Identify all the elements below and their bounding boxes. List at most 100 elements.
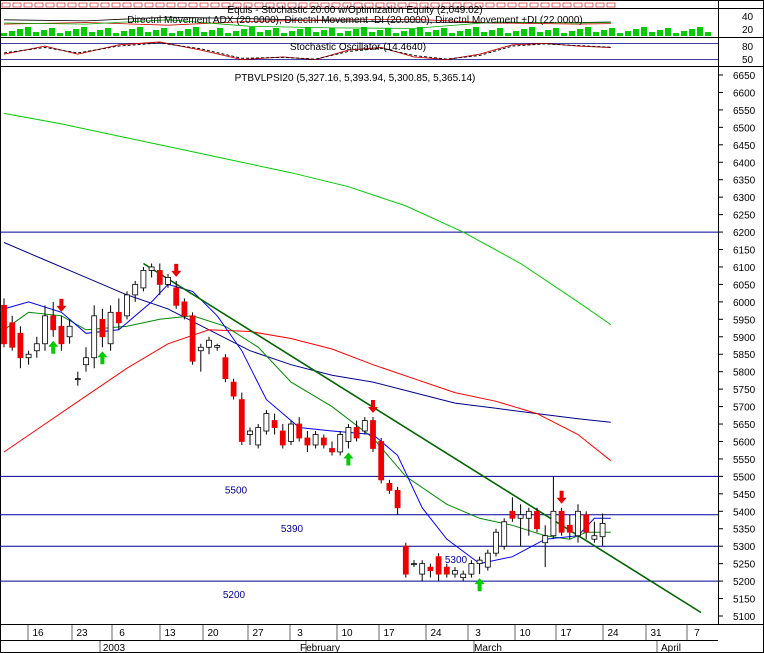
candle-body[interactable] [468,563,475,575]
candle-body[interactable] [1,304,7,345]
equity-bar [122,2,132,8]
candle-body[interactable] [230,381,237,397]
candle-body[interactable] [575,510,581,537]
candle-body[interactable] [312,434,319,446]
candle-body[interactable] [189,315,196,362]
candle-body[interactable] [99,318,106,338]
equity-bar [254,2,264,8]
candle-body[interactable] [25,353,32,359]
candle-body[interactable] [50,315,57,331]
candle-body[interactable] [370,420,376,449]
adx-histogram-bar [569,31,575,36]
adx-histogram-bar [393,33,399,36]
candle-body[interactable] [591,535,598,540]
candle-body[interactable] [443,566,450,575]
candle-body[interactable] [534,510,540,530]
candle-body[interactable] [173,287,180,306]
adx-histogram-bar [425,32,431,36]
candle-body[interactable] [42,315,48,345]
candle-body[interactable] [501,521,508,547]
adx-histogram-bar [105,28,111,36]
candle-body[interactable] [304,437,311,446]
candle-body[interactable] [427,566,434,572]
adx-histogram-bar [369,32,375,36]
x-day-label: 17 [383,628,395,639]
candle-body[interactable] [271,420,278,428]
y-tick-label: 6050 [733,280,756,291]
candle-body[interactable] [542,535,549,544]
candle-body[interactable] [83,357,89,366]
candle-body[interactable] [329,448,335,453]
candle-body[interactable] [206,339,212,348]
candle-body[interactable] [378,441,385,481]
candle-body[interactable] [181,301,188,317]
adx-histogram-bar [657,30,663,36]
adx-histogram-bar [25,27,31,36]
x-day-label: 20 [207,628,219,639]
equity-bar [540,2,550,8]
candle-body[interactable] [288,423,294,442]
candle-body[interactable] [222,357,229,380]
candle-body[interactable] [279,430,286,446]
candle-body[interactable] [148,266,155,271]
candle-body[interactable] [345,427,352,442]
stochastic-title: Stochastic Oscillator (14.4640) [290,42,426,53]
candle-body[interactable] [74,378,81,381]
candle-body[interactable] [517,514,524,519]
candle-body[interactable] [320,437,327,446]
candle-body[interactable] [296,423,303,439]
candle-body[interactable] [452,570,458,575]
candle-body[interactable] [394,489,401,509]
adx-histogram-bar [137,27,143,36]
candle-body[interactable] [509,510,516,519]
adx-histogram-bar [561,33,567,36]
candle-body[interactable] [411,563,417,566]
candle-body[interactable] [58,325,65,345]
candle-body[interactable] [9,322,16,348]
candle-body[interactable] [238,399,245,442]
equity-bar [562,2,572,8]
x-day-label: 3 [475,628,481,639]
candle-body[interactable] [525,510,532,519]
candle-body[interactable] [165,277,171,285]
adx-histogram-bar [673,33,679,36]
candle-body[interactable] [247,430,253,435]
candle-body[interactable] [353,427,360,439]
candle-body[interactable] [402,545,409,575]
candle-body[interactable] [156,270,163,285]
candle-body[interactable] [558,510,565,533]
x-day-label: 24 [607,628,619,639]
candle-body[interactable] [583,514,590,533]
candle-body[interactable] [214,345,221,348]
candle-body[interactable] [91,315,98,359]
candle-body[interactable] [197,346,204,352]
candle-body[interactable] [493,531,499,554]
candle-body[interactable] [386,482,393,491]
candle-body[interactable] [255,427,262,446]
candle-body[interactable] [337,434,344,453]
candle-body[interactable] [460,573,467,579]
candle-body[interactable] [33,343,40,352]
candle-body[interactable] [419,563,426,575]
candle-body[interactable] [435,556,442,575]
candle-body[interactable] [550,510,557,537]
candle-body[interactable] [115,311,122,324]
candle-body[interactable] [132,284,139,296]
candle-body[interactable] [361,420,368,432]
candle-body[interactable] [140,270,147,289]
buy-arrow-icon [48,340,59,354]
adx-histogram-bar [185,29,191,36]
candle-body[interactable] [124,294,130,317]
candle-body[interactable] [566,524,573,533]
candle-body[interactable] [263,413,270,432]
level-label: 5200 [223,590,246,601]
candle-body[interactable] [66,325,73,338]
candle-body[interactable] [476,559,483,565]
candle-body[interactable] [484,552,491,568]
candle-body[interactable] [17,332,24,359]
candle-body[interactable] [599,523,606,538]
ma-green-long-line [3,112,612,326]
equity-bar [353,2,363,8]
candle-body[interactable] [107,311,114,345]
